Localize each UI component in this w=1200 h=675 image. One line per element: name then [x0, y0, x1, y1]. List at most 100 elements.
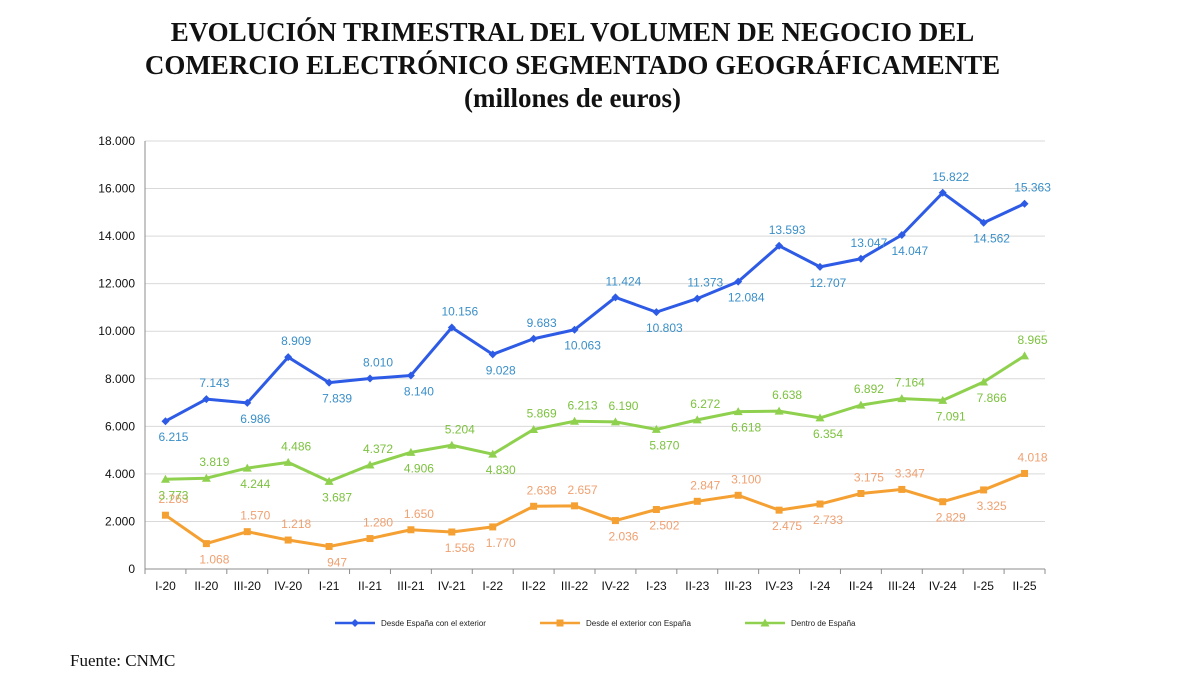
y-tick-label: 16.000: [98, 182, 135, 196]
data-point: [775, 241, 784, 250]
y-tick-label: 12.000: [98, 277, 135, 291]
x-tick-label: II-20: [194, 579, 218, 593]
data-label: 6.215: [158, 430, 188, 444]
data-label: 7.839: [322, 392, 352, 406]
x-tick-label: III-23: [725, 579, 753, 593]
legend-label: Desde el exterior con España: [586, 619, 692, 628]
data-point: [692, 415, 702, 424]
y-tick-label: 14.000: [98, 229, 135, 243]
data-label: 1.556: [445, 541, 475, 555]
data-point: [243, 398, 252, 407]
data-point: [570, 325, 579, 334]
data-label: 6.213: [568, 398, 598, 412]
data-point: [488, 350, 497, 359]
data-label: 6.986: [240, 412, 270, 426]
data-label: 1.218: [281, 517, 311, 531]
data-point: [857, 490, 865, 498]
data-point: [939, 498, 947, 506]
data-label: 3.819: [199, 455, 229, 469]
data-point: [897, 394, 907, 403]
x-tick-label: I-24: [810, 579, 831, 593]
y-tick-label: 6.000: [105, 419, 135, 433]
data-label: 1.650: [404, 507, 434, 521]
data-point: [448, 528, 456, 536]
data-label: 9.683: [527, 316, 557, 330]
data-point: [570, 416, 580, 425]
data-label: 2.036: [608, 530, 638, 544]
data-label: 1.068: [199, 553, 229, 567]
data-point: [325, 542, 333, 550]
data-point: [161, 417, 170, 426]
data-label: 4.830: [486, 463, 516, 477]
x-tick-label: II-22: [522, 579, 546, 593]
data-point: [734, 491, 742, 499]
data-point: [979, 377, 989, 386]
data-label: 5.204: [445, 422, 475, 436]
data-label: 10.803: [646, 321, 683, 335]
data-point: [979, 218, 988, 227]
legend-marker: [351, 619, 359, 627]
data-label: 1.570: [240, 509, 270, 523]
data-label: 2.657: [568, 483, 598, 497]
data-point: [407, 526, 415, 534]
data-point: [652, 506, 660, 514]
data-label: 2.502: [649, 519, 679, 533]
data-label: 15.822: [932, 170, 969, 184]
y-tick-label: 4.000: [105, 467, 135, 481]
data-label: 7.164: [895, 376, 925, 390]
data-point: [693, 497, 701, 505]
data-point: [898, 485, 906, 493]
data-point: [856, 400, 866, 409]
data-label: 9.028: [486, 363, 516, 377]
data-label: 13.593: [769, 223, 806, 237]
data-label: 947: [327, 555, 347, 569]
chart-title-line-3: (millones de euros): [464, 83, 681, 113]
data-label: 2.733: [813, 513, 843, 527]
data-label: 14.562: [973, 232, 1010, 246]
data-label: 8.909: [281, 334, 311, 348]
data-label: 4.906: [404, 461, 434, 475]
data-point: [693, 294, 702, 303]
data-label: 3.687: [322, 490, 352, 504]
data-point: [980, 486, 988, 494]
data-point: [734, 277, 743, 286]
x-tick-label: II-21: [358, 579, 382, 593]
data-point: [284, 353, 293, 362]
chart-title: EVOLUCIÓN TRIMESTRAL DEL VOLUMEN DE NEGO…: [0, 16, 1145, 115]
data-label: 10.063: [564, 339, 601, 353]
legend-label: Dentro de España: [791, 619, 856, 628]
data-point: [529, 424, 539, 433]
data-label: 7.143: [199, 376, 229, 390]
legend-label: Desde España con el exterior: [381, 619, 486, 628]
data-point: [733, 407, 743, 416]
data-point: [283, 457, 293, 466]
data-label: 8.010: [363, 356, 393, 370]
data-point: [652, 308, 661, 317]
data-point: [1020, 199, 1029, 208]
data-point: [161, 511, 169, 519]
data-point: [242, 463, 252, 472]
data-label: 6.190: [608, 399, 638, 413]
data-point: [571, 502, 579, 510]
data-point: [1020, 351, 1030, 360]
x-tick-label: II-24: [849, 579, 873, 593]
x-tick-label: III-21: [397, 579, 425, 593]
data-point: [284, 536, 292, 544]
series-line: [163, 191, 1027, 423]
data-label: 2.847: [690, 478, 720, 492]
data-point: [1021, 469, 1029, 477]
x-tick-label: II-25: [1013, 579, 1037, 593]
data-label: 15.363: [1014, 181, 1051, 195]
data-point: [160, 474, 170, 483]
data-label: 2.475: [772, 519, 802, 533]
data-label: 3.100: [731, 472, 761, 486]
data-label: 5.869: [527, 406, 557, 420]
y-tick-label: 10.000: [98, 324, 135, 338]
data-point: [651, 424, 661, 433]
data-point: [489, 523, 497, 531]
y-tick-label: 0: [128, 562, 135, 576]
data-point: [488, 449, 498, 458]
y-tick-label: 2.000: [105, 514, 135, 528]
data-point: [856, 254, 865, 263]
data-label: 6.618: [731, 421, 761, 435]
